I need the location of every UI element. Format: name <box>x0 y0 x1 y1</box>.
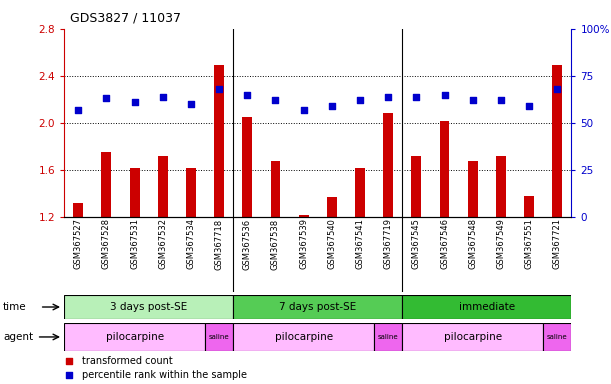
Bar <box>205 323 233 351</box>
Text: GSM367538: GSM367538 <box>271 218 280 270</box>
Bar <box>214 65 224 217</box>
Text: GSM367545: GSM367545 <box>412 218 421 269</box>
Point <box>552 86 562 92</box>
Point <box>299 107 309 113</box>
Text: GSM367540: GSM367540 <box>327 218 336 269</box>
Bar <box>524 196 534 217</box>
Text: percentile rank within the sample: percentile rank within the sample <box>82 370 247 380</box>
Text: GSM367534: GSM367534 <box>186 218 196 270</box>
Point <box>101 95 111 101</box>
Bar <box>327 197 337 217</box>
Bar <box>271 161 280 217</box>
Text: 3 days post-SE: 3 days post-SE <box>110 302 188 312</box>
Text: GSM367531: GSM367531 <box>130 218 139 270</box>
Text: saline: saline <box>209 334 229 340</box>
Bar <box>130 167 139 217</box>
Text: GSM367536: GSM367536 <box>243 218 252 270</box>
Bar <box>374 323 402 351</box>
Text: saline: saline <box>378 334 398 340</box>
Bar <box>64 323 205 351</box>
Bar <box>233 295 402 319</box>
Text: transformed count: transformed count <box>82 356 173 366</box>
Text: GSM367719: GSM367719 <box>384 218 393 270</box>
Text: GSM367718: GSM367718 <box>214 218 224 270</box>
Point <box>186 101 196 107</box>
Text: immediate: immediate <box>459 302 515 312</box>
Point <box>271 97 280 103</box>
Bar <box>411 156 421 217</box>
Text: saline: saline <box>547 334 568 340</box>
Text: pilocarpine: pilocarpine <box>274 332 333 342</box>
Point <box>496 97 506 103</box>
Bar <box>64 295 233 319</box>
Bar <box>439 121 450 217</box>
Point <box>411 93 421 99</box>
Text: GSM367721: GSM367721 <box>553 218 562 270</box>
Bar <box>383 114 393 217</box>
Bar <box>402 295 571 319</box>
Text: GSM367541: GSM367541 <box>356 218 365 269</box>
Text: pilocarpine: pilocarpine <box>444 332 502 342</box>
Point <box>214 86 224 92</box>
Text: GSM367527: GSM367527 <box>74 218 82 270</box>
Text: GSM367549: GSM367549 <box>496 218 505 269</box>
Point <box>355 97 365 103</box>
Bar <box>496 156 506 217</box>
Point <box>64 358 74 364</box>
Bar <box>552 65 562 217</box>
Text: GSM367528: GSM367528 <box>102 218 111 270</box>
Text: GSM367548: GSM367548 <box>468 218 477 270</box>
Bar <box>468 161 478 217</box>
Bar <box>101 152 111 217</box>
Text: GSM367546: GSM367546 <box>440 218 449 270</box>
Point <box>243 91 252 98</box>
Text: GSM367551: GSM367551 <box>524 218 533 269</box>
Point <box>468 97 478 103</box>
Text: GDS3827 / 11037: GDS3827 / 11037 <box>70 12 181 25</box>
Bar <box>299 215 309 217</box>
Bar <box>73 203 83 217</box>
Bar <box>355 167 365 217</box>
Bar <box>186 167 196 217</box>
Point <box>524 103 534 109</box>
Text: time: time <box>3 302 27 312</box>
Point <box>73 107 83 113</box>
Bar <box>543 323 571 351</box>
Point <box>64 372 74 378</box>
Point <box>327 103 337 109</box>
Text: GSM367532: GSM367532 <box>158 218 167 270</box>
Text: 7 days post-SE: 7 days post-SE <box>279 302 356 312</box>
Point <box>440 91 450 98</box>
Point <box>383 93 393 99</box>
Point <box>130 99 139 105</box>
Text: agent: agent <box>3 332 33 342</box>
Bar <box>233 323 374 351</box>
Text: pilocarpine: pilocarpine <box>106 332 164 342</box>
Text: GSM367539: GSM367539 <box>299 218 308 270</box>
Point <box>158 93 167 99</box>
Bar <box>158 156 167 217</box>
Bar <box>243 117 252 217</box>
Bar <box>402 323 543 351</box>
